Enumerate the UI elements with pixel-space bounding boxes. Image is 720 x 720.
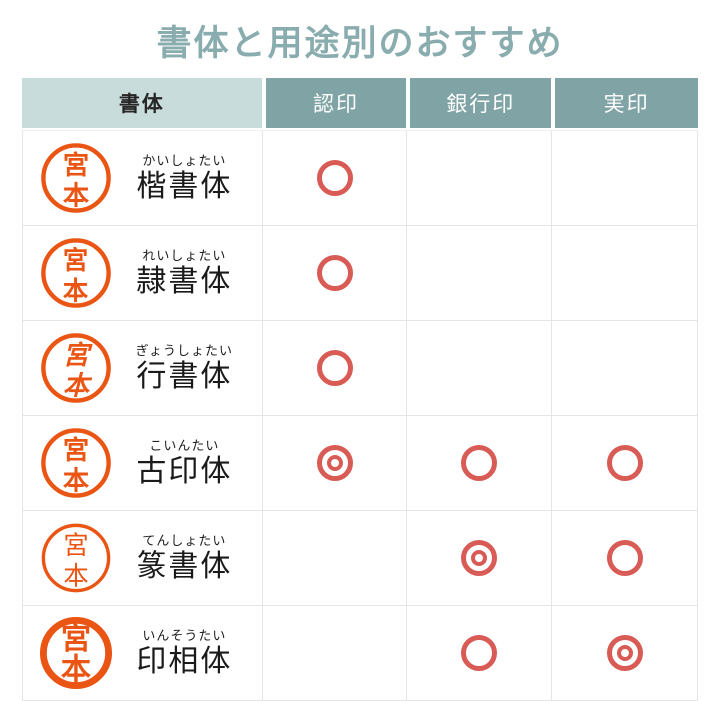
typeface-label: いんそうたい 印相体: [115, 627, 262, 680]
hanko-seal-icon: 宮 本: [37, 616, 115, 690]
typeface-name: 古印体: [136, 454, 233, 488]
svg-text:宮: 宮: [63, 245, 89, 275]
circle-mark: [316, 255, 353, 291]
typeface-name: 印相体: [136, 644, 233, 678]
jitsuin-mark-cell: [552, 131, 698, 226]
ginkoin-mark-cell: [407, 226, 553, 321]
jitsuin-mark-cell: [552, 321, 698, 416]
double-circle-mark: [461, 540, 498, 576]
typeface-label: れいしょたい 隷書体: [115, 247, 262, 300]
page-title: 書体と用途別のおすすめ: [156, 24, 564, 63]
circle-mark: [316, 350, 353, 386]
typeface-label: かいしょたい 楷書体: [115, 152, 262, 205]
typeface-name: 行書体: [136, 359, 233, 393]
hanko-seal-icon: 宮 本: [37, 426, 115, 500]
table-header-row: 書体 認印 銀行印 実印: [22, 78, 698, 128]
double-circle-mark: [316, 445, 353, 481]
table-body: 宮 本 かいしょたい 楷書体 宮 本 れいしょたい 隷書体: [22, 130, 698, 701]
circle-mark: [461, 445, 498, 481]
mitomein-mark-cell: [262, 131, 408, 226]
svg-text:本: 本: [61, 652, 92, 687]
jitsuin-mark-cell: [552, 511, 698, 606]
svg-text:宮: 宮: [61, 622, 91, 657]
typeface-label: てんしょたい 篆書体: [115, 532, 262, 585]
mitomein-mark-cell: [262, 606, 408, 701]
svg-text:本: 本: [63, 370, 93, 401]
circle-mark: [316, 160, 353, 196]
jitsuin-mark-cell: [552, 416, 698, 511]
typeface-cell: 宮 本 こいんたい 古印体: [23, 416, 263, 511]
header-mitomein: 認印: [265, 78, 407, 128]
inner-circle: [326, 455, 343, 471]
circle-mark: [606, 540, 643, 576]
hanko-seal-icon: 宮 本: [37, 521, 115, 595]
mitomein-mark-cell: [262, 226, 408, 321]
typeface-furigana: こいんたい: [149, 437, 220, 453]
jitsuin-mark-cell: [552, 226, 698, 321]
inner-circle: [471, 550, 488, 566]
svg-text:宮: 宮: [63, 531, 88, 560]
hanko-seal-icon: 宮 本: [37, 331, 115, 405]
svg-text:本: 本: [63, 466, 90, 496]
typeface-label: ぎょうしょたい 行書体: [115, 342, 262, 395]
svg-text:本: 本: [63, 180, 90, 211]
hanko-seal-icon: 宮 本: [37, 141, 115, 215]
inner-circle: [616, 645, 633, 661]
typeface-cell: 宮 本 てんしょたい 篆書体: [23, 511, 263, 606]
typeface-usage-table: 書体 認印 銀行印 実印 宮 本 かいしょたい 楷書体: [22, 78, 698, 701]
table-row: 宮 本 れいしょたい 隷書体: [23, 226, 698, 321]
ginkoin-mark-cell: [407, 131, 553, 226]
circle-mark: [606, 445, 643, 481]
typeface-furigana: れいしょたい: [142, 247, 227, 263]
header-ginkoin: 銀行印: [410, 78, 552, 128]
table-row: 宮 本 ぎょうしょたい 行書体: [23, 321, 698, 416]
table-row: 宮 本 てんしょたい 篆書体: [23, 511, 698, 606]
table-row: 宮 本 こいんたい 古印体: [23, 416, 698, 511]
typeface-label: こいんたい 古印体: [115, 437, 262, 490]
typeface-cell: 宮 本 かいしょたい 楷書体: [23, 131, 263, 226]
typeface-name: 隷書体: [136, 264, 233, 298]
ginkoin-mark-cell: [407, 321, 553, 416]
ginkoin-mark-cell: [407, 511, 553, 606]
jitsuin-mark-cell: [552, 606, 698, 701]
ginkoin-mark-cell: [407, 606, 553, 701]
svg-text:宮: 宮: [63, 435, 89, 466]
typeface-name: 篆書体: [136, 549, 233, 583]
typeface-cell: 宮 本 ぎょうしょたい 行書体: [23, 321, 263, 416]
svg-text:宮: 宮: [63, 150, 89, 181]
typeface-name: 楷書体: [136, 169, 233, 203]
header-jitsuin: 実印: [555, 78, 698, 128]
svg-text:本: 本: [63, 561, 88, 590]
typeface-cell: 宮 本 れいしょたい 隷書体: [23, 226, 263, 321]
svg-text:本: 本: [63, 275, 89, 305]
double-circle-mark: [606, 635, 643, 671]
typeface-cell: 宮 本 いんそうたい 印相体: [23, 606, 263, 701]
typeface-furigana: ぎょうしょたい: [135, 342, 233, 358]
mitomein-mark-cell: [262, 416, 408, 511]
typeface-furigana: かいしょたい: [142, 152, 227, 168]
mitomein-mark-cell: [262, 321, 408, 416]
table-row: 宮 本 いんそうたい 印相体: [23, 606, 698, 701]
typeface-furigana: いんそうたい: [142, 627, 227, 643]
circle-mark: [461, 635, 498, 671]
table-row: 宮 本 かいしょたい 楷書体: [23, 131, 698, 226]
header-typeface: 書体: [22, 78, 262, 128]
svg-text:宮: 宮: [63, 340, 93, 371]
ginkoin-mark-cell: [407, 416, 553, 511]
hanko-seal-icon: 宮 本: [37, 236, 115, 310]
mitomein-mark-cell: [262, 511, 408, 606]
typeface-furigana: てんしょたい: [142, 532, 227, 548]
